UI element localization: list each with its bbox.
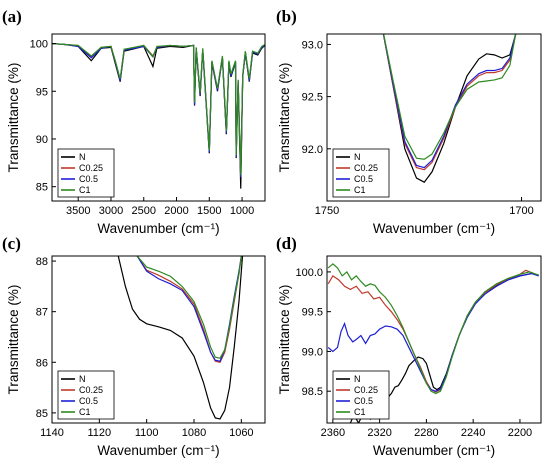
- legend-label: C0.25: [354, 163, 378, 173]
- y-axis-label: Transmittance (%): [277, 63, 292, 173]
- legend-label: N: [79, 374, 86, 384]
- y-tick-label: 86: [36, 357, 48, 369]
- panel-label: (d): [276, 234, 297, 253]
- series-line-N: [382, 34, 517, 183]
- legend-label: C1: [354, 185, 366, 195]
- y-axis-label: Transmittance (%): [6, 285, 21, 395]
- y-tick-label: 85: [36, 408, 48, 420]
- y-tick-label: 99.0: [302, 346, 323, 358]
- x-tick-label: 2320: [367, 427, 391, 439]
- x-tick-label: 1700: [509, 205, 533, 217]
- y-tick-label: 95: [36, 86, 48, 98]
- x-tick-label: 3500: [66, 205, 90, 217]
- y-tick-label: 85: [36, 182, 48, 194]
- panel-label: (a): [2, 7, 22, 26]
- panel-3: 2360 2320 2280 2240 2200 98.5 99.0 99.5 100.0 Wav…: [276, 234, 542, 458]
- x-tick-label: 2280: [414, 427, 438, 439]
- panel-label: (c): [2, 234, 21, 253]
- x-tick-label: 1120: [88, 427, 112, 439]
- x-tick-label: 1500: [197, 205, 221, 217]
- y-tick-label: 99.5: [302, 307, 323, 319]
- x-tick-label: 1750: [315, 205, 339, 217]
- x-tick-label: 1100: [135, 427, 159, 439]
- y-tick-label: 100: [30, 39, 48, 51]
- legend-label: C1: [354, 407, 366, 417]
- series-line-C0.5: [382, 34, 517, 169]
- y-tick-label: 88: [36, 256, 48, 268]
- panel-0: 3500 3000 2500 2000 1500 1000 85 90 95 100 Wavenum…: [2, 7, 266, 236]
- panel-label: (b): [276, 7, 297, 26]
- y-tick-label: 90: [36, 134, 48, 146]
- x-tick-label: 2240: [461, 427, 485, 439]
- plot-frame: [326, 255, 542, 424]
- x-axis-label: Wavenumber (cm⁻¹): [97, 221, 219, 236]
- legend-label: C0.5: [79, 174, 98, 184]
- legend-label: C0.25: [79, 385, 103, 395]
- x-axis-label: Wavenumber (cm⁻¹): [373, 221, 495, 236]
- y-tick-label: 87: [36, 307, 48, 319]
- x-tick-label: 3000: [99, 205, 123, 217]
- x-tick-label: 2000: [164, 205, 188, 217]
- series-line-C1: [52, 42, 265, 176]
- x-tick-label: 2360: [321, 427, 345, 439]
- x-axis-label: Wavenumber (cm⁻¹): [97, 443, 219, 458]
- legend-label: N: [354, 152, 361, 162]
- x-tick-label: 2200: [508, 427, 532, 439]
- legend-label: C0.25: [354, 385, 378, 395]
- plot-frame: [51, 33, 266, 202]
- legend-label: C0.5: [79, 396, 98, 406]
- x-tick-label: 1000: [230, 205, 254, 217]
- series-line-C1: [382, 34, 517, 160]
- series-line-C0.25: [382, 34, 517, 171]
- panel-1: 1750 1700 92.0 92.5 93.0 Wavenumber (cm⁻¹) Tra…: [276, 7, 542, 236]
- y-tick-label: 93.0: [302, 39, 323, 51]
- y-tick-label: 98.5: [302, 386, 323, 398]
- legend-label: C0.5: [354, 174, 373, 184]
- series-line-C1: [327, 263, 539, 395]
- panel-2: 1140 1120 1100 1080 1060 85 86 87 88 Wavenumber (…: [2, 234, 266, 458]
- x-tick-label: 2500: [132, 205, 156, 217]
- legend-label: C1: [79, 407, 91, 417]
- y-tick-label: 92.5: [302, 92, 323, 104]
- y-tick-label: 92.0: [302, 144, 323, 156]
- x-tick-label: 1080: [182, 427, 206, 439]
- plot-frame: [51, 255, 266, 424]
- legend-label: C0.5: [354, 396, 373, 406]
- series-line-C1: [136, 256, 242, 359]
- series-line-C0.5: [327, 272, 539, 392]
- plot-frame: [326, 33, 542, 202]
- legend-label: C0.25: [79, 163, 103, 173]
- series-line-C0.25: [327, 269, 539, 393]
- legend-label: N: [354, 374, 361, 384]
- legend-label: C1: [79, 185, 91, 195]
- series-line-N: [117, 256, 244, 420]
- legend-label: N: [79, 152, 86, 162]
- x-axis-label: Wavenumber (cm⁻¹): [373, 443, 495, 458]
- x-tick-label: 1060: [229, 427, 253, 439]
- y-axis-label: Transmittance (%): [6, 63, 21, 173]
- x-tick-label: 1140: [40, 427, 64, 439]
- y-axis-label: Transmittance (%): [277, 285, 292, 395]
- y-tick-label: 100.0: [295, 267, 323, 279]
